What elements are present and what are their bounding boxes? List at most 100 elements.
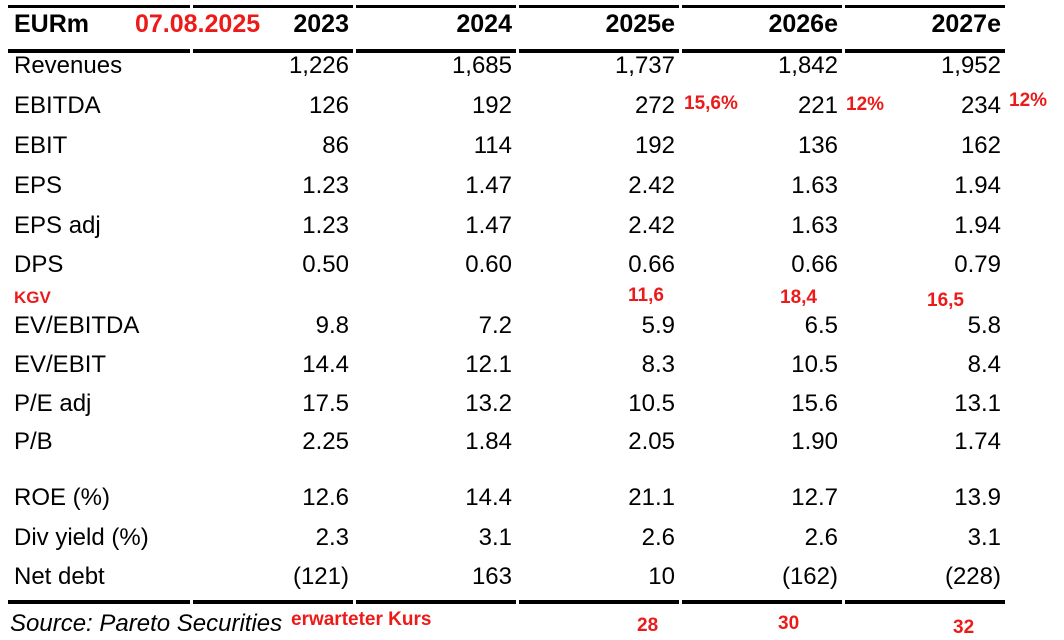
cell-value: 10.5 — [628, 390, 675, 417]
border-segment — [8, 600, 190, 604]
cell-value: 10.5 — [791, 351, 838, 378]
cell-value: 2.3 — [315, 524, 349, 551]
cell-value: 2.05 — [628, 428, 675, 455]
border-segment — [519, 49, 679, 53]
cell-value: 2.6 — [804, 524, 838, 551]
annotation-expected-price: 32 — [953, 617, 975, 638]
table-border-bottom — [8, 600, 1005, 604]
cell-value: 234 — [960, 92, 1001, 119]
cell-value: 86 — [322, 132, 349, 159]
border-segment — [193, 5, 353, 8]
cell-value: 1.84 — [465, 428, 512, 455]
annotation-ebitda-growth: 12% — [846, 94, 885, 115]
cell-value: 192 — [471, 92, 512, 119]
cell-value: 1.47 — [465, 212, 512, 239]
row-label: EBITDA — [14, 92, 101, 119]
border-segment — [356, 5, 516, 8]
cell-value: 1,737 — [614, 52, 675, 79]
border-segment — [356, 49, 516, 53]
border-segment — [8, 5, 190, 8]
cell-value: 12.7 — [791, 484, 838, 511]
source-note: Source: Pareto Securities — [10, 610, 283, 637]
cell-value: 13.9 — [954, 484, 1001, 511]
border-segment — [845, 600, 1005, 604]
annotation-kgv-value: 11,6 — [628, 285, 664, 306]
cell-value: 7.2 — [478, 312, 512, 339]
border-segment — [193, 600, 353, 604]
row-label: EPS — [14, 172, 63, 199]
border-segment — [845, 49, 1005, 53]
cell-value: (162) — [781, 563, 838, 590]
cell-value: 126 — [308, 92, 349, 119]
cell-value: 0.66 — [628, 251, 675, 278]
row-label: Net debt — [14, 563, 105, 590]
cell-value: 2.6 — [641, 524, 675, 551]
cell-value: 0.50 — [302, 251, 349, 278]
cell-value: 136 — [797, 132, 838, 159]
border-segment — [356, 600, 516, 604]
cell-value: 2.42 — [628, 212, 675, 239]
cell-value: 0.79 — [954, 251, 1001, 278]
cell-value: 1.47 — [465, 172, 512, 199]
cell-value: 1.94 — [954, 212, 1001, 239]
cell-value: 14.4 — [302, 351, 349, 378]
annotation-expected-price: 30 — [778, 613, 800, 634]
cell-value: 14.4 — [465, 484, 512, 511]
cell-value: 12.1 — [465, 351, 512, 378]
cell-value: 2.25 — [302, 428, 349, 455]
cell-value: (121) — [292, 563, 349, 590]
border-segment — [8, 49, 190, 53]
cell-value: 15.6 — [791, 390, 838, 417]
row-label: P/B — [14, 428, 53, 455]
row-label: EV/EBIT — [14, 351, 107, 378]
cell-value: 272 — [634, 92, 675, 119]
annotation-kgv-value: 16,5 — [927, 290, 964, 311]
border-segment — [519, 600, 679, 604]
table-border-top — [8, 5, 1005, 8]
cell-value: 12.6 — [302, 484, 349, 511]
cell-value: 21.1 — [628, 484, 675, 511]
cell-value: 0.60 — [465, 251, 512, 278]
row-label: EV/EBITDA — [14, 312, 140, 339]
cell-value: 3.1 — [478, 524, 512, 551]
cell-value: 114 — [473, 132, 512, 159]
cell-value: 9.8 — [315, 312, 349, 339]
cell-value: 13.2 — [465, 390, 512, 417]
cell-value: 1,685 — [451, 52, 512, 79]
cell-value: 5.8 — [967, 312, 1001, 339]
cell-value: 3.1 — [967, 524, 1001, 551]
cell-value: 1.63 — [791, 212, 838, 239]
cell-value: 162 — [960, 132, 1001, 159]
cell-value: 1.90 — [791, 428, 838, 455]
annotation-ebitda-growth: 12% — [1009, 90, 1048, 111]
cell-value: 192 — [634, 132, 675, 159]
column-header-2023: 2023 — [293, 10, 349, 38]
cell-value: 13.1 — [954, 390, 1001, 417]
row-label: ROE (%) — [14, 484, 110, 511]
annotation-kgv-label: KGV — [14, 288, 51, 307]
border-segment — [845, 5, 1005, 8]
row-label: DPS — [14, 251, 64, 278]
column-header-2027e: 2027e — [931, 10, 1001, 38]
cell-value: (228) — [944, 563, 1001, 590]
border-segment — [682, 49, 842, 53]
cell-value: 2.42 — [628, 172, 675, 199]
annotation-expected-price: 28 — [637, 615, 659, 636]
cell-value: 17.5 — [302, 390, 349, 417]
annotation-date: 07.08.2025 — [135, 10, 261, 38]
cell-value: 1.94 — [954, 172, 1001, 199]
row-label: EBIT — [14, 132, 68, 159]
cell-value: 1,842 — [777, 52, 838, 79]
cell-value: 10 — [648, 563, 675, 590]
cell-value: 1,952 — [940, 52, 1001, 79]
column-header-2026e: 2026e — [768, 10, 838, 38]
cell-value: 0.66 — [791, 251, 838, 278]
border-segment — [519, 5, 679, 8]
cell-value: 8.4 — [967, 351, 1001, 378]
row-label: EPS adj — [14, 212, 101, 239]
column-header-2024: 2024 — [456, 10, 512, 38]
cell-value: 6.5 — [804, 312, 838, 339]
cell-value: 1,226 — [288, 52, 349, 79]
border-segment — [682, 600, 842, 604]
